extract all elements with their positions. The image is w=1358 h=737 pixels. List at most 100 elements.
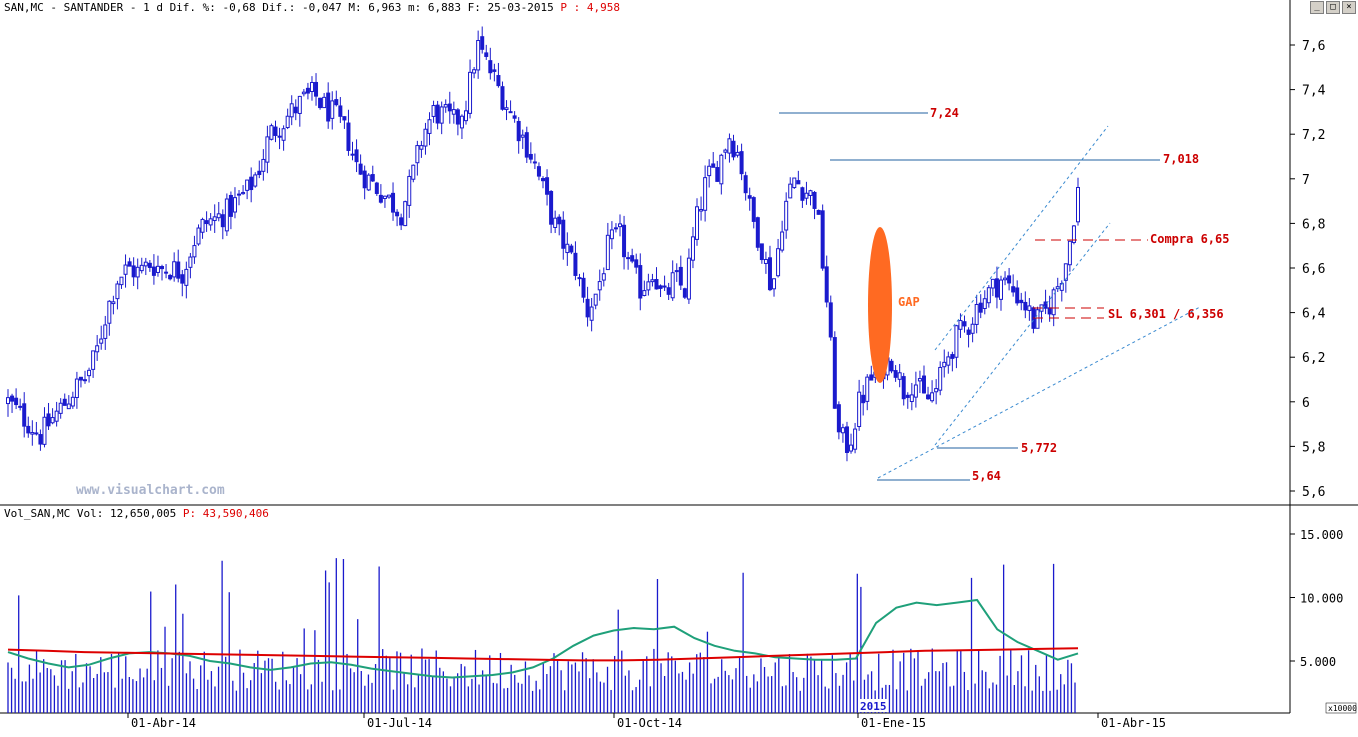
candle-body <box>634 259 639 268</box>
candle-body <box>423 128 428 147</box>
candle-body <box>42 416 47 445</box>
candle-body <box>966 329 971 335</box>
time-tick-label: 01-Abr-14 <box>131 716 196 730</box>
candle-body <box>581 277 586 298</box>
candle-body <box>309 82 314 93</box>
candle-body <box>66 403 71 410</box>
price-tick-label: 7 <box>1302 173 1310 188</box>
candle-body <box>228 194 233 217</box>
candle-body <box>897 372 902 380</box>
candle-body <box>1015 287 1020 304</box>
candle-body <box>391 192 396 213</box>
candle-body <box>10 395 15 402</box>
candle-body <box>374 182 379 194</box>
candle-body <box>849 444 854 452</box>
maximize-button[interactable]: □ <box>1326 1 1340 14</box>
candle-body <box>180 274 185 284</box>
candle-body <box>34 432 39 435</box>
candle-body <box>772 278 777 290</box>
candle-body <box>257 170 262 176</box>
candle-body <box>216 213 221 219</box>
candle-body <box>463 110 468 122</box>
candle-body <box>62 398 67 406</box>
candle-body <box>184 268 189 286</box>
candle-body <box>755 217 760 248</box>
candle-body <box>115 283 120 300</box>
candle-body <box>492 69 497 72</box>
candle-body <box>589 306 594 321</box>
candle-body <box>905 394 910 398</box>
minimize-button[interactable]: _ <box>1310 1 1324 14</box>
candle-body <box>715 167 720 182</box>
candle-body <box>990 278 995 289</box>
candle-body <box>269 125 274 140</box>
candle-body <box>342 116 347 121</box>
candle-body <box>439 106 444 124</box>
candle-body <box>476 40 481 71</box>
candle-body <box>609 229 614 240</box>
candle-body <box>541 178 545 182</box>
candle-body <box>111 301 116 305</box>
candle-body <box>759 243 764 261</box>
candle-body <box>305 87 310 94</box>
candle-body <box>796 180 801 185</box>
candle-body <box>54 410 59 422</box>
candle-body <box>690 236 695 261</box>
candle-body <box>840 427 845 434</box>
candle-body <box>836 404 841 433</box>
candle-body <box>747 195 752 199</box>
candle-body <box>1035 309 1040 329</box>
candle-body <box>415 145 420 164</box>
candle-body <box>139 264 144 272</box>
candle-body <box>78 376 83 381</box>
candle-body <box>241 192 246 195</box>
candle-body <box>686 257 691 300</box>
candle-body <box>561 219 566 249</box>
candle-body <box>265 136 270 163</box>
price-tick-label: 6,4 <box>1302 307 1326 322</box>
candle-body <box>1071 225 1076 243</box>
candle-body <box>58 402 63 414</box>
candle-body <box>792 177 797 189</box>
candle-body <box>338 105 343 117</box>
candle-body <box>857 391 862 428</box>
candle-body <box>443 104 448 108</box>
candle-body <box>828 302 833 338</box>
candle-body <box>74 378 79 398</box>
candle-body <box>780 231 785 251</box>
price-tick-label: 5,6 <box>1302 485 1325 500</box>
candle-body <box>237 193 242 196</box>
candle-body <box>844 426 849 453</box>
candle-body <box>281 128 286 141</box>
channel-upper <box>934 125 1109 351</box>
volume-tick-label: 10.000 <box>1300 592 1343 606</box>
candle-body <box>261 158 266 172</box>
candle-body <box>605 234 610 271</box>
candle-body <box>512 115 517 119</box>
candle-body <box>1019 299 1024 304</box>
candle-body <box>622 224 627 258</box>
time-tick-label: 01-Oct-14 <box>617 716 682 730</box>
candle-body <box>1011 286 1016 293</box>
candle-body <box>172 261 177 278</box>
candle-body <box>403 201 408 227</box>
candle-body <box>431 105 436 117</box>
candle-body <box>496 75 501 87</box>
candle-body <box>427 119 432 134</box>
candle-body <box>784 200 789 231</box>
time-tick-label: 01-Ene-15 <box>861 716 926 730</box>
price-axis: 7,6 7,4 7,2 7 6,8 6,6 6,4 6,2 6 5,8 5,6 <box>1290 39 1326 500</box>
candle-body <box>1023 301 1028 311</box>
candle-body <box>800 187 805 201</box>
time-tick-label: 01-Abr-15 <box>1101 716 1166 730</box>
close-button[interactable]: × <box>1342 1 1356 14</box>
candle-body <box>386 194 391 198</box>
candle-body <box>812 191 817 209</box>
candle-body <box>658 285 663 289</box>
candle-body <box>642 290 647 297</box>
candle-body <box>504 107 509 111</box>
candle-body <box>630 255 635 262</box>
candle-body <box>168 274 173 280</box>
